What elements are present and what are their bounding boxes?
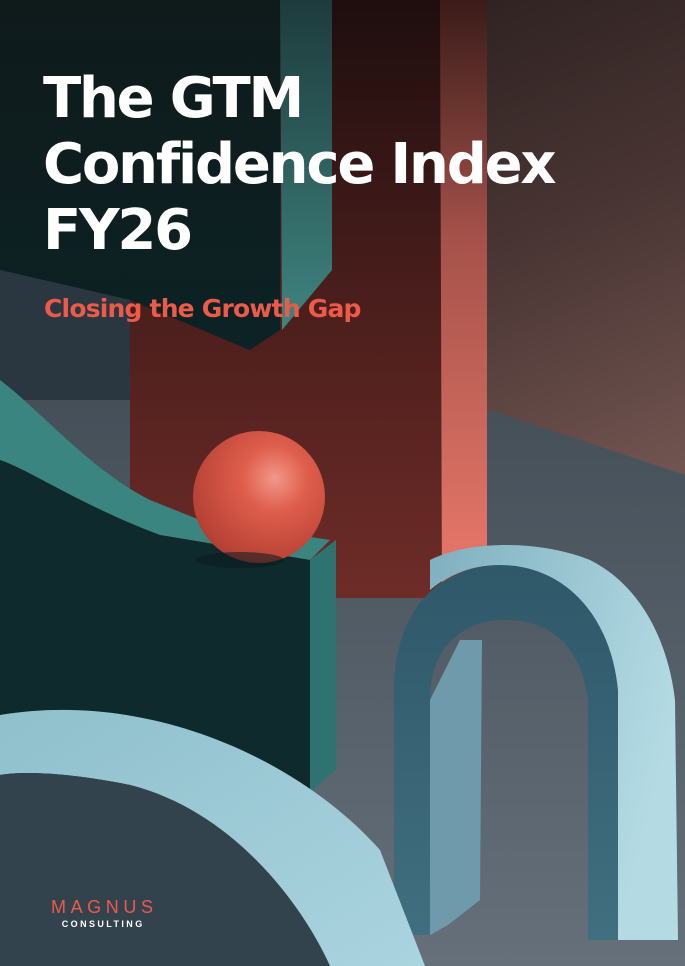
- report-subtitle: Closing the Growth Gap: [44, 294, 361, 323]
- magnus-consulting-logo: MAGNUS CONSULTING: [44, 897, 160, 931]
- logo-wordmark: MAGNUS: [50, 897, 158, 917]
- report-title: The GTM Confidence Index FY26: [43, 66, 556, 264]
- logo-tagline: CONSULTING: [61, 919, 145, 929]
- title-line-2: Confidence Index: [43, 132, 556, 197]
- title-line-3: FY26: [43, 198, 193, 263]
- title-line-1: The GTM: [43, 66, 304, 131]
